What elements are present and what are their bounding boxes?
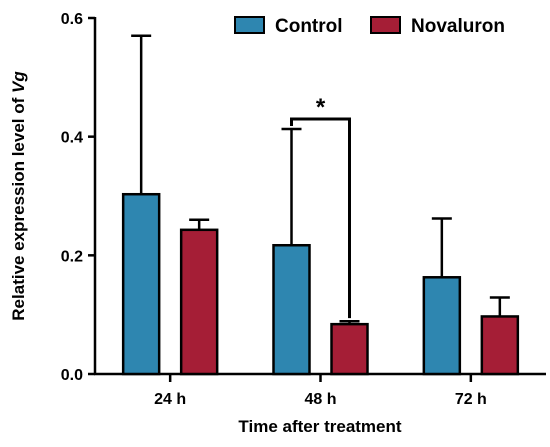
legend: Control Novaluron (234, 16, 505, 37)
y-axis: 0.0 0.2 0.4 0.6 (61, 11, 97, 384)
legend-swatch-novaluron (370, 16, 401, 34)
y-tick-label: 0.0 (61, 367, 83, 384)
y-ticks: 0.0 0.2 0.4 0.6 (61, 11, 95, 384)
y-tick-label: 0.6 (61, 11, 83, 28)
bar-novaluron-24h (179, 228, 219, 376)
y-tick-label: 0.2 (61, 248, 83, 265)
bar-novaluron-48h (330, 322, 369, 376)
x-tick-label: 24 h (154, 391, 186, 408)
y-axis-title: Relative expression level of Vg (9, 71, 28, 321)
x-axis-title: Time after treatment (238, 417, 401, 436)
bar-novaluron-72h (480, 315, 520, 376)
significance-bracket (290, 117, 351, 319)
bar-control-24h (121, 192, 161, 376)
bar-control-72h (422, 276, 462, 376)
x-tick-label: 72 h (455, 391, 487, 408)
y-axis-title-prefix: Relative expression level of (9, 93, 28, 321)
legend-swatch-control (234, 16, 265, 34)
significance-star: * (316, 94, 326, 121)
error-bars (131, 34, 510, 325)
significance-annotation: * (290, 94, 351, 319)
x-axis: 24 h 48 h 72 h (94, 372, 546, 408)
x-tick-label: 48 h (304, 391, 336, 408)
legend-label-novaluron: Novaluron (411, 16, 505, 37)
bar-control-48h (272, 243, 311, 376)
y-tick-label: 0.4 (61, 130, 83, 147)
y-axis-title-gene: Vg (9, 71, 28, 93)
bars (121, 192, 520, 376)
legend-label-control: Control (275, 16, 343, 37)
x-ticks: 24 h 48 h 72 h (154, 374, 487, 408)
